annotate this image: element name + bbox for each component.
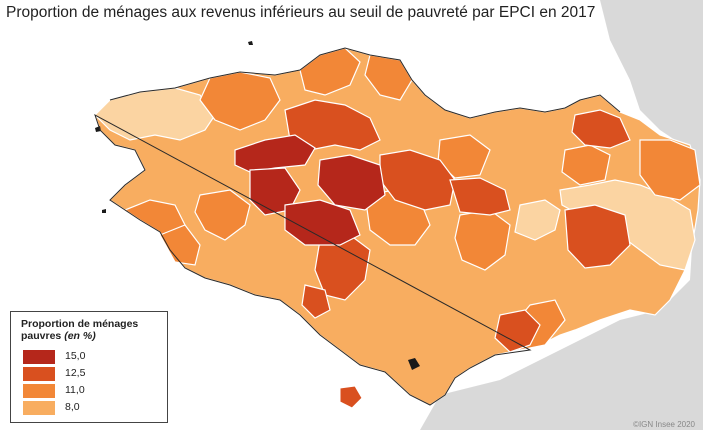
map-title: Proportion de ménages aux revenus inféri… bbox=[6, 4, 596, 21]
brittany-region bbox=[94, 47, 701, 406]
legend-label: 15,0 bbox=[65, 350, 86, 362]
legend-unit: (en %) bbox=[64, 330, 96, 342]
legend: Proportion de ménages pauvres (en %) 15,… bbox=[10, 311, 168, 423]
island bbox=[339, 385, 363, 409]
legend-title: Proportion de ménages pauvres (en %) bbox=[21, 318, 161, 342]
island bbox=[102, 209, 106, 213]
legend-title-text: Proportion de ménages pauvres bbox=[21, 318, 139, 342]
legend-swatch bbox=[23, 350, 55, 364]
legend-swatch bbox=[23, 384, 55, 398]
neighbouring-land bbox=[420, 0, 703, 430]
legend-label: 12,5 bbox=[65, 367, 86, 379]
coastline bbox=[94, 47, 621, 406]
legend-label: 11,0 bbox=[65, 384, 85, 396]
legend-item: 11,0 bbox=[23, 384, 163, 398]
legend-label: 8,0 bbox=[65, 401, 80, 413]
legend-item: 12,5 bbox=[23, 367, 163, 381]
island bbox=[408, 358, 420, 370]
legend-swatch bbox=[23, 401, 55, 415]
island bbox=[248, 41, 253, 45]
legend-item: 15,0 bbox=[23, 350, 163, 364]
legend-swatch bbox=[23, 367, 55, 381]
legend-item: 8,0 bbox=[23, 401, 163, 415]
map-credit: ©IGN Insee 2020 bbox=[633, 420, 695, 429]
